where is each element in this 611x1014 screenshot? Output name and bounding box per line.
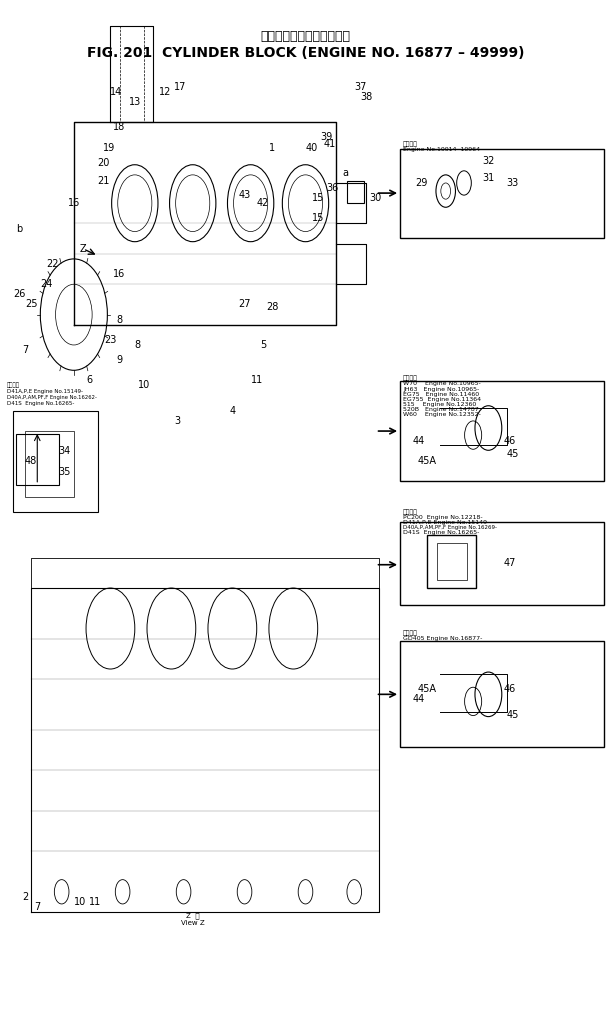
Text: 45A: 45A [418,684,437,695]
Text: 11: 11 [89,897,101,907]
Text: 山用号機: 山用号機 [403,141,418,146]
Text: FIG. 201  CYLINDER BLOCK (ENGINE NO. 16877 – 49999): FIG. 201 CYLINDER BLOCK (ENGINE NO. 1687… [87,47,524,61]
Text: 44: 44 [412,695,425,705]
Text: 45A: 45A [418,456,437,466]
Text: 45: 45 [507,710,519,720]
Text: D41S  Engine No.16265-: D41S Engine No.16265- [403,530,480,535]
Bar [437,544,467,580]
Text: Z  矢
View Z: Z 矢 View Z [181,913,205,926]
Text: 48: 48 [25,456,37,466]
Text: 12: 12 [159,87,172,96]
Text: PC200  Engine No.12218-: PC200 Engine No.12218- [403,515,483,520]
Text: D41A,P,E Engine No.15149-: D41A,P,E Engine No.15149- [7,388,83,393]
Text: 8: 8 [135,340,141,350]
Text: 3: 3 [174,416,180,426]
Text: 9: 9 [117,355,123,365]
Bar [16,434,59,485]
Bar [347,180,364,203]
Text: 42: 42 [257,198,269,208]
Text: D40A,P,AM,PF,F Engine No.16262-: D40A,P,AM,PF,F Engine No.16262- [7,394,97,400]
Text: 33: 33 [507,178,519,188]
Text: 43: 43 [238,190,251,200]
Text: 32: 32 [482,156,494,165]
Text: 38: 38 [360,92,373,101]
Text: 26: 26 [13,289,25,299]
Text: 山用号機: 山用号機 [403,376,418,381]
Text: 7: 7 [22,345,28,355]
Text: 5: 5 [260,340,266,350]
Text: 515    Engine No.12360: 515 Engine No.12360 [403,402,477,407]
Text: 15: 15 [312,193,324,203]
Text: b: b [16,223,22,233]
Text: 36: 36 [327,184,339,193]
Text: 30: 30 [370,193,382,203]
Text: 16: 16 [114,269,126,279]
Text: Engine No.10014  10964: Engine No.10014 10964 [403,147,480,151]
Text: 35: 35 [59,466,71,477]
Text: 46: 46 [503,436,516,446]
Text: 27: 27 [238,299,251,309]
Text: 23: 23 [104,335,117,345]
Text: 10: 10 [138,380,150,390]
Text: Z: Z [79,243,86,254]
Text: 40: 40 [306,143,318,152]
Text: JH63   Engine No.10965-: JH63 Engine No.10965- [403,386,479,391]
Text: 1: 1 [269,143,275,152]
Text: 34: 34 [59,446,71,456]
Text: a: a [342,168,348,177]
Text: 15: 15 [312,213,324,223]
Bar [400,641,604,747]
Text: 11: 11 [251,375,263,385]
Text: 21: 21 [97,176,109,186]
Text: 7: 7 [34,902,40,912]
Text: 20: 20 [97,158,109,167]
Text: EG755  Engine No.11364: EG755 Engine No.11364 [403,396,481,402]
Text: 29: 29 [415,178,428,188]
Text: D41A,P,E Engine No.15149-: D41A,P,E Engine No.15149- [403,520,489,525]
Text: 適用号機: 適用号機 [403,509,418,515]
Text: 8: 8 [117,314,123,324]
Text: 22: 22 [46,259,59,269]
Bar [25,431,74,497]
Text: 520B   Engine No.14787: 520B Engine No.14787 [403,407,479,412]
Text: 4: 4 [229,406,235,416]
Text: GD405 Engine No.16877-: GD405 Engine No.16877- [403,636,483,641]
Text: 31: 31 [482,173,494,183]
Text: W70    Engine No.10965-: W70 Engine No.10965- [403,381,481,386]
Text: 13: 13 [129,97,141,106]
Text: 6: 6 [86,375,92,385]
Bar [13,411,98,512]
Text: シリンダブロック適用号機: シリンダブロック適用号機 [260,29,351,43]
Text: D41S  Engine No.16265-: D41S Engine No.16265- [7,401,74,406]
Text: 41: 41 [324,140,336,149]
Text: 47: 47 [503,558,516,568]
Text: 14: 14 [111,87,123,96]
Bar [400,522,604,605]
Text: 25: 25 [25,299,37,309]
Text: 適用号機: 適用号機 [403,630,418,636]
Text: 適用号機: 適用号機 [7,382,20,387]
Text: 46: 46 [503,684,516,695]
Text: 44: 44 [412,436,425,446]
Bar [400,381,604,481]
Text: 10: 10 [74,897,86,907]
Bar [428,535,476,588]
Bar [400,148,604,237]
Text: 37: 37 [354,82,367,91]
Text: 18: 18 [114,123,126,132]
Text: D40A,P,AM,PF,F Engine No.16269-: D40A,P,AM,PF,F Engine No.16269- [403,525,497,530]
Text: 17: 17 [174,82,187,91]
Text: 24: 24 [40,279,53,289]
Text: 45: 45 [507,449,519,459]
Text: 28: 28 [266,301,278,311]
Text: EG75   Engine No.11460: EG75 Engine No.11460 [403,391,479,396]
Text: 2: 2 [22,892,28,901]
Text: W60    Engine No.12352-: W60 Engine No.12352- [403,412,481,417]
Text: 19: 19 [103,143,115,152]
Text: 39: 39 [321,133,333,142]
Text: 16: 16 [68,198,80,208]
